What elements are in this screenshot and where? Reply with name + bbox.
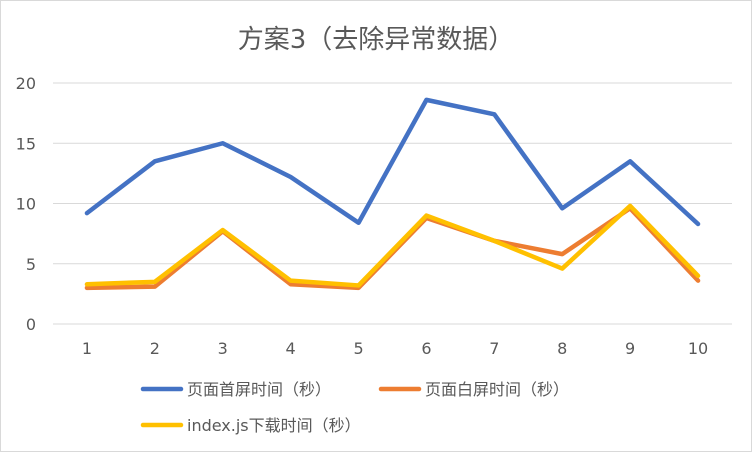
y-tick-label: 20	[16, 74, 36, 93]
legend-label-1: 页面首屏时间（秒）	[187, 380, 331, 399]
x-tick-label: 4	[286, 339, 296, 358]
legend: 页面首屏时间（秒） 页面白屏时间（秒） index.js下载时间（秒）	[140, 380, 569, 435]
x-tick-label: 2	[150, 339, 160, 358]
y-axis-tick-labels: 0 5 10 15 20	[16, 74, 36, 334]
series-line-1	[84, 97, 701, 227]
x-tick-label: 8	[557, 339, 567, 358]
legend-label-2: 页面白屏时间（秒）	[425, 380, 569, 399]
x-tick-label: 9	[625, 339, 635, 358]
legend-label-3: index.js下载时间（秒）	[187, 416, 361, 435]
x-tick-label: 1	[82, 339, 92, 358]
y-tick-label: 5	[26, 255, 36, 274]
x-tick-label: 6	[421, 339, 431, 358]
y-tick-label: 15	[16, 134, 36, 153]
chart-title: 方案3（去除异常数据）	[238, 25, 515, 55]
x-tick-label: 5	[353, 339, 363, 358]
x-tick-label: 10	[688, 339, 708, 358]
x-tick-label: 7	[489, 339, 499, 358]
x-axis-tick-labels: 1 2 3 4 5 6 7 8 9 10	[82, 339, 708, 358]
series-lines	[84, 97, 701, 291]
y-tick-label: 0	[26, 315, 36, 334]
y-tick-label: 10	[16, 195, 36, 214]
x-tick-label: 3	[218, 339, 228, 358]
series-line-3	[84, 203, 701, 288]
gridlines	[53, 82, 732, 325]
